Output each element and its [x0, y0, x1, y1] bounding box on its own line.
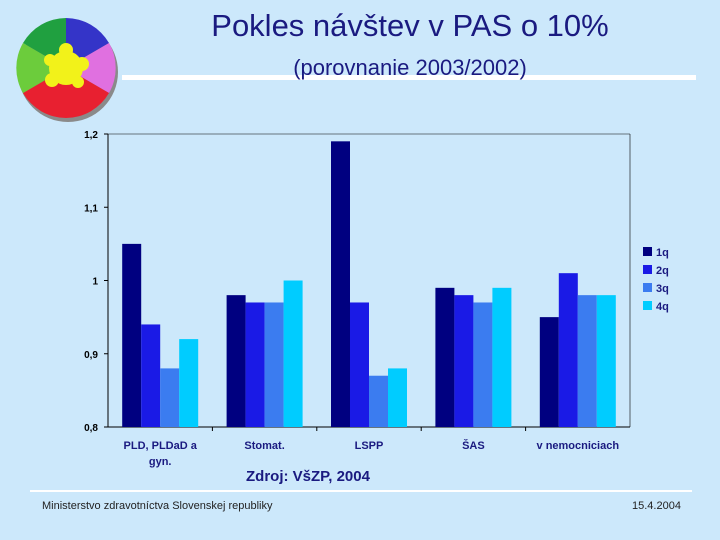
bar-3q	[473, 302, 493, 427]
y-tick-label: 0,8	[84, 423, 98, 434]
bar-4q	[596, 295, 616, 427]
y-tick-label: 1,2	[84, 130, 98, 141]
legend-swatch-1q	[643, 247, 652, 256]
bar-3q	[264, 302, 284, 427]
x-tick-label: LSPP	[355, 440, 384, 452]
bar-4q	[283, 280, 303, 427]
bar-4q	[388, 368, 407, 427]
legend-label-2q: 2q	[656, 265, 669, 277]
x-tick-label: PLD, PLDaD a	[124, 440, 198, 452]
x-tick-label: v nemocniciach	[537, 440, 620, 452]
x-tick-label: ŠAS	[462, 439, 485, 452]
bar-2q	[245, 302, 265, 427]
legend-swatch-4q	[643, 301, 652, 310]
y-tick-label: 1	[92, 277, 98, 288]
bar-3q	[577, 295, 597, 427]
legend-swatch-2q	[643, 265, 652, 274]
bar-2q	[350, 302, 369, 427]
bar-3q	[369, 375, 388, 427]
bar-1q	[331, 141, 350, 427]
legend-label-3q: 3q	[656, 283, 669, 295]
bar-1q	[539, 317, 559, 427]
x-tick-label: Stomat.	[244, 440, 284, 452]
legend-swatch-3q	[643, 283, 652, 292]
legend-label-1q: 1q	[656, 247, 669, 259]
source-note: Zdroj: VšZP, 2004	[246, 468, 370, 485]
y-tick-label: 0,9	[84, 350, 98, 361]
bar-2q	[558, 273, 578, 427]
slide-title: Pokles návštev v PAS o 10%	[211, 8, 609, 43]
footer-divider	[30, 490, 692, 492]
bar-2q	[141, 324, 161, 427]
bar-2q	[454, 295, 474, 427]
bar-3q	[160, 368, 180, 427]
y-tick-label: 1,1	[84, 203, 98, 214]
bar-1q	[122, 243, 142, 427]
bar-1q	[435, 287, 455, 427]
footer-date: 15.4.2004	[632, 500, 681, 512]
title-divider	[122, 75, 696, 80]
slide-subtitle: (porovnanie 2003/2002)	[293, 55, 527, 80]
legend-label-4q: 4q	[656, 301, 669, 313]
footer-ministry: Ministerstvo zdravotníctva Slovenskej re…	[42, 500, 273, 512]
x-tick-label: gyn.	[149, 456, 172, 468]
bar-4q	[492, 287, 512, 427]
bar-1q	[226, 295, 246, 427]
puzzle-logo-icon	[12, 14, 120, 122]
bar-4q	[179, 339, 199, 427]
